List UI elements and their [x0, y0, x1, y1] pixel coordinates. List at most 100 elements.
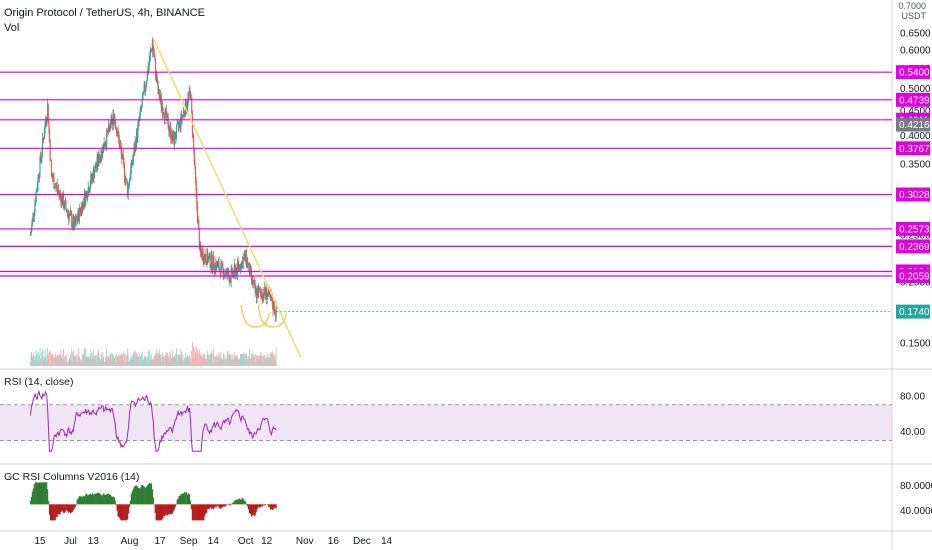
- volume-bar: [109, 353, 111, 366]
- candle-body: [81, 206, 83, 214]
- candle-body: [132, 155, 134, 161]
- volume-bar: [75, 355, 77, 366]
- volume-bar: [130, 358, 132, 366]
- candle-body: [203, 254, 205, 263]
- volume-bar: [121, 353, 123, 366]
- gc-column-down: [195, 504, 197, 521]
- candle-body: [31, 224, 33, 232]
- candle-body: [250, 267, 252, 270]
- rsi-pane-label[interactable]: RSI (14, close): [4, 376, 74, 388]
- candle-body: [155, 72, 157, 76]
- volume-bar: [132, 359, 134, 366]
- volume-bar: [104, 357, 106, 366]
- candle-body: [116, 135, 119, 137]
- candle-body: [241, 260, 243, 263]
- candle-body: [75, 218, 77, 220]
- volume-bar: [217, 356, 219, 366]
- candle-body: [154, 57, 156, 61]
- volume-bar: [122, 361, 124, 366]
- gc-column-up: [234, 500, 236, 505]
- volume-bar: [106, 359, 108, 366]
- volume-bar: [31, 358, 33, 366]
- volume-bar: [245, 353, 247, 366]
- volume-bar: [250, 353, 252, 366]
- volume-bar: [137, 355, 139, 366]
- candle-body: [212, 269, 214, 270]
- gc-column-down: [68, 504, 71, 513]
- volume-bar: [264, 354, 266, 366]
- gc-column-down: [207, 504, 210, 509]
- gc-column-down: [119, 504, 121, 519]
- candle-body: [172, 135, 174, 141]
- candle-body: [175, 137, 177, 139]
- volume-bar: [97, 350, 99, 366]
- gc-column-down: [171, 504, 173, 514]
- volume-bar: [76, 353, 78, 366]
- candle-body: [137, 120, 139, 126]
- candle-body: [62, 194, 64, 205]
- volume-bar: [123, 354, 125, 366]
- gc-column-up: [141, 484, 143, 505]
- candle-body: [85, 191, 87, 194]
- volume-bar: [240, 353, 242, 366]
- volume-bar: [203, 355, 205, 366]
- gc-column-up: [109, 494, 112, 505]
- gc-pane-label[interactable]: GC RSI Columns V2016 (14): [4, 471, 140, 483]
- candle-body: [104, 146, 106, 147]
- gc-column-down: [220, 504, 222, 509]
- candle-body: [92, 175, 94, 182]
- volume-bar: [87, 357, 89, 366]
- gc-column-up: [32, 488, 34, 505]
- candle-body: [48, 122, 50, 129]
- volume-bar: [129, 361, 131, 366]
- candle-body: [165, 109, 167, 119]
- candle-body: [274, 312, 276, 314]
- candle-body: [73, 219, 75, 229]
- gc-column-up: [90, 494, 93, 505]
- gc-column-up: [105, 494, 107, 505]
- gc-column-up: [44, 482, 46, 505]
- gc-column-down: [165, 504, 167, 515]
- volume-bar: [179, 357, 181, 366]
- volume-bar: [148, 360, 150, 366]
- volume-bar: [54, 357, 56, 366]
- volume-bar: [254, 354, 256, 366]
- candle-body: [163, 113, 165, 118]
- volume-bar: [94, 355, 96, 366]
- volume-bar: [254, 357, 256, 366]
- level-price-label: 0.3767: [899, 144, 930, 155]
- candle-body: [245, 250, 247, 265]
- gc-column-down: [74, 504, 76, 508]
- candle-body: [45, 121, 47, 122]
- candle-body: [93, 169, 95, 178]
- volume-bar: [243, 353, 245, 366]
- candle-body: [65, 201, 67, 209]
- gc-column-up: [113, 497, 115, 505]
- volume-bar: [247, 359, 249, 366]
- candle-body: [149, 51, 152, 55]
- candle-body: [168, 131, 171, 132]
- gc-column-up: [133, 486, 135, 505]
- volume-bar: [38, 355, 40, 366]
- candle-body: [83, 193, 85, 206]
- candle-body: [33, 213, 35, 216]
- candle-body: [217, 262, 219, 264]
- candle-body: [53, 177, 55, 189]
- candle-body: [229, 278, 231, 283]
- gc-column-up: [37, 483, 39, 505]
- symbol-title[interactable]: Origin Protocol / TetherUS, 4h, BINANCE: [4, 7, 205, 19]
- gc-column-up: [89, 493, 92, 505]
- gc-column-down: [157, 504, 159, 521]
- gc-column-down: [172, 504, 174, 512]
- gc-column-up: [232, 502, 234, 505]
- volume-bar: [61, 359, 63, 366]
- gc-column-up: [145, 488, 147, 505]
- volume-bar: [215, 355, 217, 366]
- candle-body: [146, 80, 148, 85]
- level-price-tag: [896, 65, 930, 80]
- candle-body: [225, 270, 227, 276]
- candle-body: [233, 264, 235, 276]
- level-price-tag: [896, 141, 930, 156]
- gc-column-down: [123, 504, 125, 521]
